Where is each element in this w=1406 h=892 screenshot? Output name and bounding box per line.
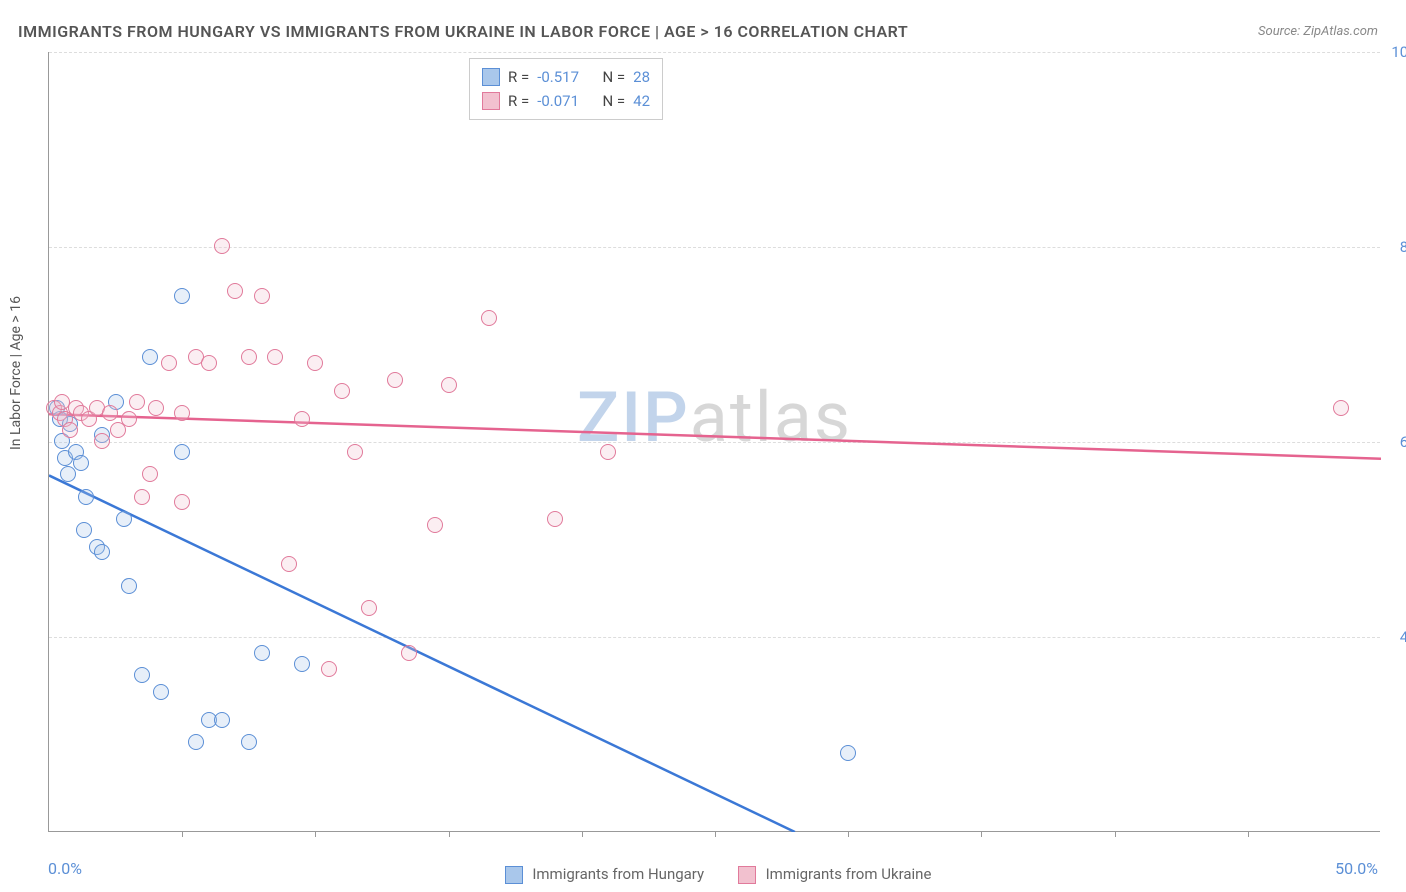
- legend-swatch-ukraine: [738, 866, 756, 884]
- data-point: [361, 600, 377, 616]
- data-point: [188, 734, 204, 750]
- x-tick: [715, 831, 716, 837]
- data-point: [1333, 400, 1349, 416]
- data-point: [281, 556, 297, 572]
- bottom-legend: Immigrants from Hungary Immigrants from …: [0, 865, 1406, 884]
- data-point: [121, 411, 137, 427]
- data-point: [102, 405, 118, 421]
- data-point: [214, 238, 230, 254]
- data-point: [307, 355, 323, 371]
- data-point: [201, 355, 217, 371]
- data-point: [134, 667, 150, 683]
- data-point: [254, 645, 270, 661]
- n-value: 42: [633, 89, 650, 113]
- trend-line: [49, 414, 1381, 459]
- x-tick: [848, 831, 849, 837]
- chart-title: IMMIGRANTS FROM HUNGARY VS IMMIGRANTS FR…: [18, 22, 908, 41]
- data-point: [840, 745, 856, 761]
- data-point: [78, 489, 94, 505]
- source-attribution: Source: ZipAtlas.com: [1258, 24, 1378, 39]
- data-point: [174, 405, 190, 421]
- data-point: [441, 377, 457, 393]
- y-tick-label: 100.0%: [1385, 43, 1406, 61]
- x-tick: [582, 831, 583, 837]
- y-tick-label: 65.0%: [1385, 433, 1406, 451]
- stats-row-hungary: R = -0.517 N = 28: [482, 65, 650, 89]
- data-point: [174, 494, 190, 510]
- x-tick: [981, 831, 982, 837]
- data-point: [241, 349, 257, 365]
- n-label: N =: [602, 89, 625, 113]
- data-point: [174, 288, 190, 304]
- gridline: [49, 637, 1380, 638]
- n-label: N =: [602, 65, 625, 89]
- data-point: [427, 517, 443, 533]
- data-point: [121, 578, 137, 594]
- data-point: [129, 394, 145, 410]
- data-point: [241, 734, 257, 750]
- data-point: [321, 661, 337, 677]
- data-point: [94, 544, 110, 560]
- chart-container: IMMIGRANTS FROM HUNGARY VS IMMIGRANTS FR…: [0, 0, 1406, 892]
- data-point: [116, 511, 132, 527]
- data-point: [294, 411, 310, 427]
- x-tick: [1115, 831, 1116, 837]
- y-tick-label: 47.5%: [1385, 628, 1406, 646]
- gridline: [49, 442, 1380, 443]
- data-point: [76, 522, 92, 538]
- x-tick: [449, 831, 450, 837]
- stats-legend: R = -0.517 N = 28 R = -0.071 N = 42: [469, 58, 663, 120]
- data-point: [62, 422, 78, 438]
- gridline: [49, 247, 1380, 248]
- data-point: [600, 444, 616, 460]
- x-tick: [315, 831, 316, 837]
- data-point: [254, 288, 270, 304]
- r-value: -0.517: [537, 65, 579, 89]
- trend-line: [49, 475, 795, 832]
- data-point: [387, 372, 403, 388]
- r-value: -0.071: [537, 89, 579, 113]
- data-point: [294, 656, 310, 672]
- data-point: [94, 433, 110, 449]
- data-point: [142, 349, 158, 365]
- swatch-hungary: [482, 68, 500, 86]
- data-point: [134, 489, 150, 505]
- data-point: [481, 310, 497, 326]
- y-axis-label: In Labor Force | Age > 16: [8, 296, 24, 450]
- stats-row-ukraine: R = -0.071 N = 42: [482, 89, 650, 113]
- data-point: [547, 511, 563, 527]
- data-point: [73, 455, 89, 471]
- r-label: R =: [508, 65, 529, 89]
- x-tick: [1248, 831, 1249, 837]
- watermark-part1: ZIP: [577, 377, 690, 459]
- data-point: [142, 466, 158, 482]
- data-point: [153, 684, 169, 700]
- data-point: [161, 355, 177, 371]
- data-point: [401, 645, 417, 661]
- data-point: [334, 383, 350, 399]
- y-tick-label: 82.5%: [1385, 238, 1406, 256]
- data-point: [60, 466, 76, 482]
- r-label: R =: [508, 89, 529, 113]
- data-point: [174, 444, 190, 460]
- legend-label-ukraine: Immigrants from Ukraine: [766, 865, 932, 883]
- x-tick: [182, 831, 183, 837]
- data-point: [148, 400, 164, 416]
- gridline: [49, 52, 1380, 53]
- watermark: ZIPatlas: [577, 377, 852, 459]
- data-point: [347, 444, 363, 460]
- n-value: 28: [633, 65, 650, 89]
- plot-area: ZIPatlas R = -0.517 N = 28 R = -0.071 N …: [48, 52, 1380, 832]
- data-point: [214, 712, 230, 728]
- data-point: [267, 349, 283, 365]
- watermark-part2: atlas: [690, 377, 852, 459]
- swatch-ukraine: [482, 92, 500, 110]
- data-point: [227, 283, 243, 299]
- legend-label-hungary: Immigrants from Hungary: [532, 865, 704, 883]
- legend-swatch-hungary: [505, 866, 523, 884]
